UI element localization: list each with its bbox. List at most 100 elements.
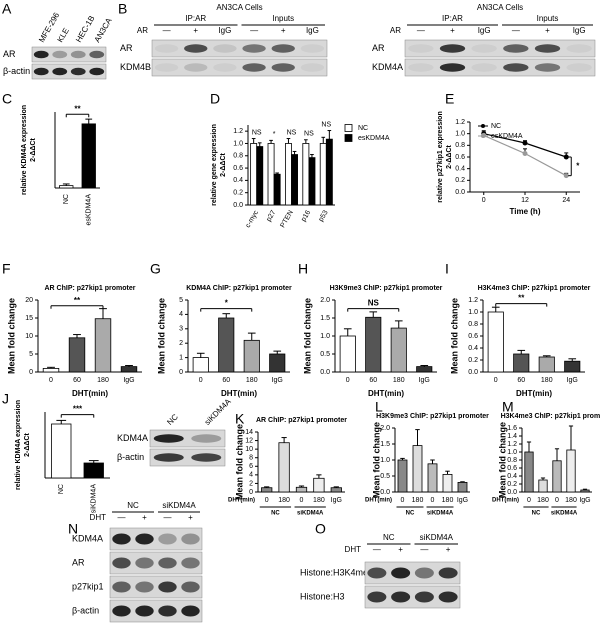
band xyxy=(271,44,295,53)
blot-strip xyxy=(364,585,461,609)
lane-label: + xyxy=(450,26,455,35)
band xyxy=(153,453,184,462)
bar xyxy=(295,486,308,493)
lane-label: + xyxy=(398,545,403,554)
significance: NS xyxy=(304,131,314,138)
significance: * xyxy=(576,161,580,170)
bar xyxy=(81,123,96,189)
group-label: siKDM4A xyxy=(551,511,578,517)
y-tick-label: 20 xyxy=(25,297,33,304)
band xyxy=(439,63,466,72)
row-label: KDM4A xyxy=(72,533,103,543)
chart-title: H3K9me3 ChIP: p27kip1 promoter xyxy=(330,285,443,292)
y-tick-label: 0.0 xyxy=(507,489,517,496)
y-axis-unit: 2-ΔΔCt xyxy=(30,138,37,162)
y-tick-label: 12 xyxy=(245,437,253,444)
lane-label: — xyxy=(420,545,428,554)
x-tick-label: 180 xyxy=(537,497,549,504)
bar xyxy=(566,449,576,493)
lane-label: — xyxy=(417,26,425,35)
band xyxy=(154,44,179,53)
blot-treatment: AR xyxy=(137,26,148,35)
x-tick-label: 60 xyxy=(73,377,81,384)
lane-label: + xyxy=(446,545,451,554)
y-tick-label: 0.2 xyxy=(507,481,517,488)
blot-group: NC xyxy=(383,533,395,542)
bar xyxy=(365,316,382,373)
band xyxy=(70,50,86,59)
chart-title: H3K4me3 ChIP: p27kip1 promoter xyxy=(478,285,591,292)
blot-group: NC xyxy=(127,501,139,510)
band xyxy=(503,63,529,72)
significance: ** xyxy=(518,294,525,303)
group-label: NC xyxy=(406,511,415,517)
blot-strip xyxy=(109,599,203,623)
band xyxy=(33,50,49,59)
bar xyxy=(285,143,292,206)
y-axis-label: Mean fold change xyxy=(234,424,244,500)
blot-group: IP:AR xyxy=(442,14,463,23)
row-label: Histone:H3 xyxy=(300,591,345,601)
row-label: AR xyxy=(72,557,85,567)
chart-title: KDM4A ChIP: p27kip1 promoter xyxy=(186,285,292,292)
bar xyxy=(580,489,590,493)
band xyxy=(154,63,179,72)
band xyxy=(242,44,266,53)
bar xyxy=(291,154,298,206)
lane-label: + xyxy=(193,26,198,35)
legend-marker xyxy=(481,134,485,138)
group-label: siKDM4A xyxy=(297,511,324,517)
band xyxy=(566,63,592,72)
band xyxy=(271,63,295,72)
y-tick-label: 1.0 xyxy=(380,457,390,464)
y-tick-label: 1.2 xyxy=(233,128,243,135)
blot-treatment: DHT xyxy=(90,513,107,522)
y-tick-label: 4 xyxy=(249,472,253,479)
x-tick-label: 180 xyxy=(565,497,577,504)
x-axis-label: DHT(min) xyxy=(516,389,552,398)
y-tick-label: 1.2 xyxy=(507,441,517,448)
blot-group: IP:AR xyxy=(185,14,206,23)
bar xyxy=(390,327,407,373)
x-tick-label: IgG xyxy=(272,377,283,384)
legend-label: NC xyxy=(491,123,501,130)
band xyxy=(534,63,561,72)
band xyxy=(153,434,184,443)
blot-strip xyxy=(109,575,203,599)
bar xyxy=(94,318,112,373)
panel-label: B xyxy=(118,1,127,17)
bar xyxy=(273,173,281,206)
row-label: KDM4A xyxy=(372,62,403,72)
row-label: Histone:H3K4me3 xyxy=(300,567,373,577)
x-tick-label: IgG xyxy=(579,497,590,504)
chart-title: AR ChIP: p27kip1 promoter xyxy=(256,417,347,424)
bar xyxy=(192,357,209,373)
significance: *** xyxy=(73,405,83,414)
band xyxy=(181,581,200,593)
band xyxy=(438,591,458,603)
x-tick-label: 12 xyxy=(521,197,529,204)
x-tick-label: esKDM4A xyxy=(86,194,93,226)
y-axis-label: Mean fold change xyxy=(449,298,459,374)
blot-strip xyxy=(109,551,203,575)
x-tick-label: 0 xyxy=(300,497,304,504)
row-label: KDM4A xyxy=(117,433,148,443)
bar xyxy=(427,463,438,493)
x-tick-label: p53 xyxy=(318,209,330,223)
y-tick-label: 0.0 xyxy=(455,189,465,196)
x-tick-label: NC xyxy=(63,194,70,204)
x-tick-label: 180 xyxy=(412,497,424,504)
bar xyxy=(487,311,504,373)
chart-title: H3K9me3 ChIP: p27kip1 promoter xyxy=(376,413,489,420)
y-tick-label: 0 xyxy=(179,369,183,376)
bar xyxy=(325,138,333,206)
band xyxy=(367,567,387,579)
band xyxy=(300,63,325,72)
x-tick-label: PTEN xyxy=(279,209,294,229)
panel-label: A xyxy=(2,1,12,17)
y-tick-label: 0.8 xyxy=(468,321,478,328)
y-tick-label: 2 xyxy=(179,340,183,347)
y-axis-label: Mean fold change xyxy=(371,422,381,498)
y-tick-label: 2.0 xyxy=(380,425,390,432)
x-tick-label: 60 xyxy=(517,377,525,384)
